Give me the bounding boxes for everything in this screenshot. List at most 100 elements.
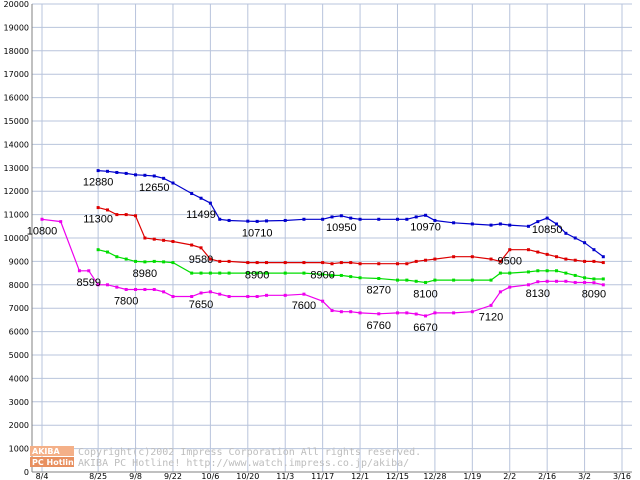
- data-label: 8599: [77, 277, 101, 289]
- series-4-point: [152, 287, 156, 291]
- data-label: 10950: [326, 222, 357, 234]
- series-4-point: [349, 310, 353, 314]
- series-2-point: [452, 255, 456, 259]
- data-label: 8130: [526, 288, 550, 300]
- series-3-point: [592, 277, 596, 281]
- y-tick-label: 13000: [4, 164, 29, 173]
- data-label: 12650: [139, 182, 170, 194]
- series-2-point: [246, 261, 250, 265]
- series-2-point: [199, 246, 203, 250]
- series-4-point: [526, 283, 530, 287]
- series-1-point: [339, 214, 343, 218]
- series-4-point: [601, 283, 605, 287]
- y-tick-label: 9000: [9, 257, 29, 266]
- data-label: 8900: [310, 270, 334, 282]
- x-tick-label: 11/3: [276, 472, 294, 480]
- series-lines: [40, 169, 605, 318]
- y-tick-label: 0: [24, 468, 29, 477]
- series-4-point: [246, 295, 250, 298]
- series-3-point: [124, 257, 128, 261]
- data-label: 8270: [367, 284, 391, 296]
- series-4-point: [115, 285, 119, 289]
- series-3-point: [190, 271, 194, 275]
- series-1-point: [395, 217, 399, 221]
- series-4-point: [489, 303, 493, 307]
- series-2-point: [536, 250, 540, 254]
- series-3-point: [246, 271, 250, 275]
- x-tick-label: 12/28: [423, 472, 446, 480]
- series-3-point: [470, 278, 474, 282]
- y-tick-label: 19000: [4, 23, 29, 32]
- series-2-point: [377, 262, 381, 266]
- data-label: 9500: [497, 256, 521, 268]
- x-tick-label: 8/4: [36, 472, 49, 480]
- x-tick-label: 9/8: [129, 472, 142, 480]
- series-2-point: [592, 259, 596, 263]
- series-4-point: [171, 295, 175, 298]
- series-3-point: [208, 271, 212, 275]
- series-3-point: [115, 255, 119, 259]
- data-label: 12880: [83, 177, 114, 189]
- x-tick-label: 8/25: [89, 472, 107, 480]
- series-2-point: [601, 261, 605, 265]
- y-tick-label: 4000: [9, 374, 29, 383]
- series-1-point: [452, 221, 456, 225]
- series-4-point: [330, 309, 334, 313]
- series-3-point: [489, 278, 493, 282]
- series-1-point: [283, 218, 287, 222]
- series-1-point: [152, 174, 156, 178]
- series-4-point: [218, 292, 222, 296]
- series-line-3: [97, 249, 604, 284]
- series-3-point: [143, 260, 147, 264]
- series-3-point: [283, 271, 287, 275]
- series-4-point: [358, 311, 362, 315]
- data-label: 11499: [186, 209, 216, 221]
- series-1-point: [414, 215, 418, 219]
- series-2-point: [358, 262, 362, 266]
- series-3-point: [358, 276, 362, 280]
- data-label: 10710: [242, 227, 273, 239]
- y-tick-label: 16000: [4, 94, 29, 103]
- series-3-point: [96, 248, 100, 252]
- watermark-logo-top: [30, 446, 74, 456]
- series-2-point: [498, 259, 502, 263]
- data-label: 9580: [189, 254, 213, 266]
- series-3-point: [395, 278, 399, 282]
- series-3-point: [199, 271, 203, 275]
- series-3-point: [583, 276, 587, 280]
- watermark-copyright-line: Copyright(c)2002 Impress Corporation All…: [78, 447, 421, 458]
- y-axis-tick-labels: 0 1000 2000 3000 4000 5000 6000 7000 8000 9000 100…: [4, 0, 29, 477]
- series-3-point: [564, 271, 568, 275]
- x-tick-label: 3/16: [613, 472, 631, 480]
- data-label: 7120: [479, 311, 503, 323]
- data-label: 8900: [245, 270, 269, 282]
- series-2-point: [96, 206, 100, 210]
- y-tick-label: 1000: [9, 445, 29, 454]
- series-2-point: [583, 259, 587, 263]
- series-3-point: [433, 278, 437, 282]
- axes: [31, 4, 632, 473]
- y-tick-label: 17000: [4, 70, 29, 79]
- series-4-point: [555, 279, 559, 283]
- series-1-point: [592, 248, 596, 252]
- series-4-point: [452, 311, 456, 315]
- series-4-point: [414, 312, 418, 316]
- series-2-point: [433, 257, 437, 261]
- series-4-point: [395, 311, 399, 315]
- series-4-point: [40, 217, 44, 221]
- series-3-point: [265, 271, 269, 275]
- series-4-point: [498, 290, 502, 294]
- series-4-point: [302, 292, 306, 296]
- series-3-point: [105, 250, 109, 254]
- series-3-point: [573, 273, 577, 277]
- data-label: 10800: [27, 225, 58, 237]
- y-tick-label: 7000: [9, 304, 29, 313]
- y-tick-label: 3000: [9, 398, 29, 407]
- data-label: 8090: [582, 289, 606, 301]
- series-2-point: [302, 261, 306, 265]
- y-tick-label: 10000: [4, 234, 29, 243]
- series-1-point: [190, 192, 194, 196]
- series-1-point: [555, 222, 559, 226]
